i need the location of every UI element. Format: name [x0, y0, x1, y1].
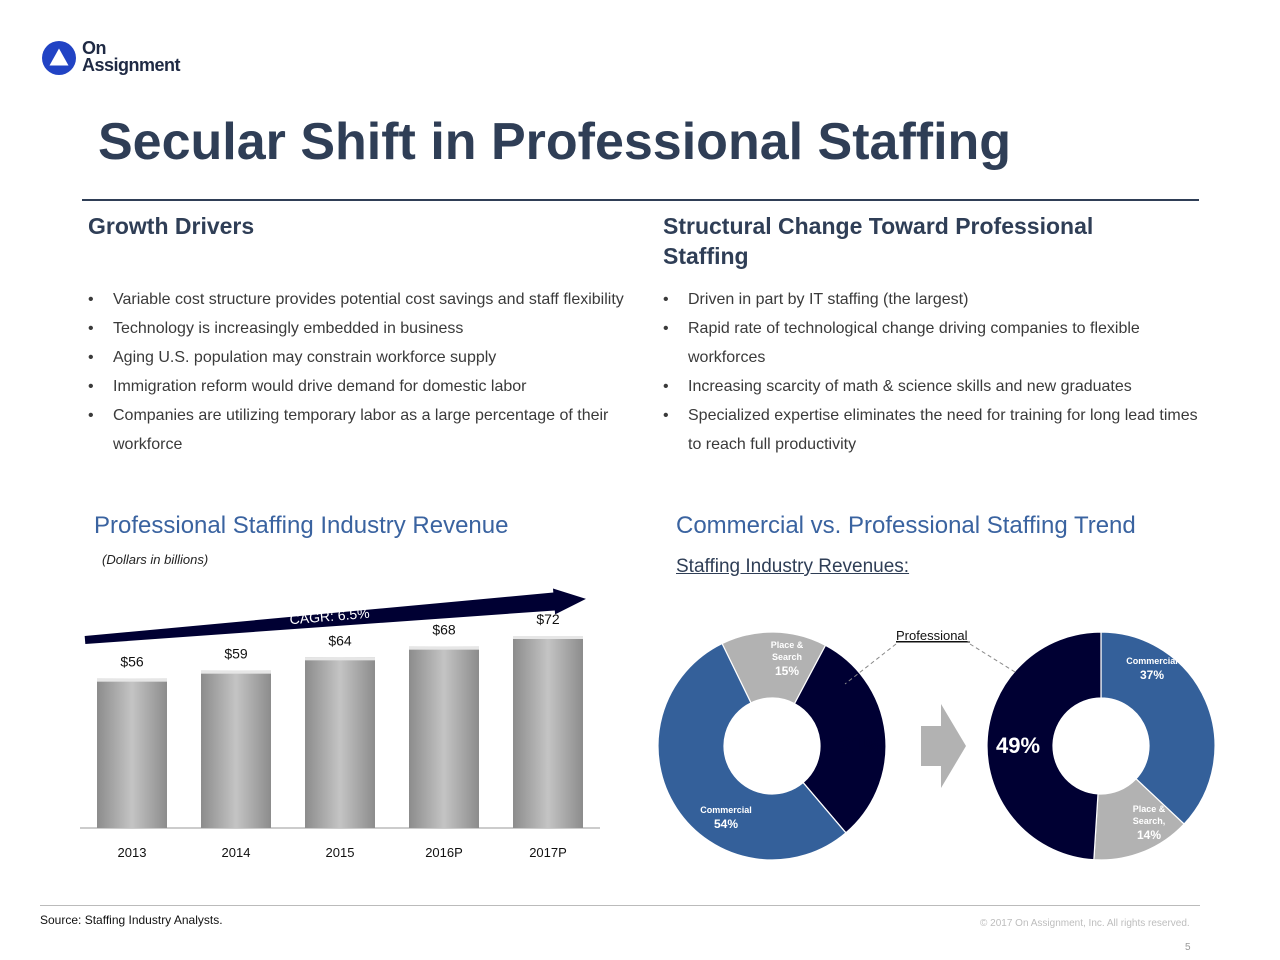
- professional-callout-label: Professional: [896, 628, 968, 643]
- growth-driver-bullet: Aging U.S. population may constrain work…: [88, 343, 628, 372]
- right-donut-slice-pct-label: 37%: [1140, 668, 1164, 682]
- revenue-bar-chart: $56 2013 $59 2014 $64 2015 $68 2016P $72 2017P CAG…: [80, 588, 600, 860]
- callout-leader-right: [969, 643, 1016, 673]
- revenue-bar: [513, 636, 583, 828]
- left-donut-slice-name-label: Search: [772, 652, 802, 662]
- right-donut-slice-name-label: Place &: [1133, 804, 1166, 814]
- structural-change-bullet: Specialized expertise eliminates the nee…: [663, 401, 1208, 459]
- staffing-donut-charts: Place & Search 15% 31% Commercial 54% Commerci…: [657, 628, 1216, 861]
- x-tick-label: 2016P: [425, 845, 463, 860]
- cagr-trend-arrow: [84, 588, 586, 644]
- bar-value-label: $56: [120, 654, 144, 670]
- brand-line-1: On: [82, 38, 107, 58]
- growth-driver-bullet: Variable cost structure provides potenti…: [88, 285, 628, 314]
- revenue-bar: [409, 646, 479, 828]
- revenue-bar: [97, 678, 167, 828]
- right-donut-slice-pct-label: 49%: [996, 733, 1040, 758]
- right-donut-slice-name-label: Commercial: [1126, 656, 1178, 666]
- bar-value-label: $59: [224, 646, 248, 662]
- revenue-chart-note: (Dollars in billions): [102, 552, 209, 567]
- right-donut-slice-name-label: Search,: [1133, 816, 1166, 826]
- bar-value-label: $64: [328, 632, 352, 648]
- structural-change-bullet: Increasing scarcity of math & science sk…: [663, 372, 1208, 401]
- brand-name: On Assignment: [82, 38, 181, 75]
- left-donut-slice-name-label: Place &: [771, 640, 804, 650]
- left-donut-slice-professional: [793, 644, 887, 834]
- left-donut-slice-pct-label: 15%: [775, 664, 799, 678]
- bar-value-label: $72: [536, 611, 560, 627]
- revenue-bar: [305, 657, 375, 828]
- growth-drivers-heading: Growth Drivers: [88, 213, 255, 239]
- right-donut-slice-professional: [986, 631, 1102, 861]
- brand-line-2: Assignment: [82, 55, 181, 75]
- left-donut-slice-commercial: [657, 642, 847, 861]
- copyright: © 2017 On Assignment, Inc. All rights re…: [980, 918, 1190, 929]
- on-assignment-logo-icon: [42, 41, 76, 75]
- structural-change-heading: Structural Change Toward Professional St…: [663, 213, 1094, 269]
- bar-value-label: $68: [432, 622, 456, 638]
- footer-divider: [40, 905, 1200, 906]
- structural-change-bullet: Driven in part by IT staffing (the large…: [663, 285, 1208, 314]
- growth-drivers-list: Variable cost structure provides potenti…: [88, 285, 628, 459]
- page-number: 5: [1185, 942, 1191, 953]
- source-note: Source: Staffing Industry Analysts.: [40, 913, 223, 927]
- x-tick-label: 2015: [326, 845, 355, 860]
- x-tick-label: 2017P: [529, 845, 567, 860]
- revenue-chart-title: Professional Staffing Industry Revenue: [94, 512, 509, 539]
- growth-driver-bullet: Companies are utilizing temporary labor …: [88, 401, 628, 459]
- trend-chart-subtitle: Staffing Industry Revenues:: [676, 556, 910, 577]
- x-tick-label: 2013: [118, 845, 147, 860]
- transition-arrow-icon: [921, 704, 966, 788]
- bar-top-highlight: [201, 670, 271, 674]
- bar-top-highlight: [513, 636, 583, 639]
- cagr-label: CAGR: 6.5%: [289, 605, 370, 628]
- growth-driver-bullet: Immigration reform would drive demand fo…: [88, 372, 628, 401]
- x-tick-label: 2014: [222, 845, 251, 860]
- structural-change-list: Driven in part by IT staffing (the large…: [663, 285, 1208, 459]
- structural-change-bullet: Rapid rate of technological change drivi…: [663, 314, 1208, 372]
- left-donut-slice-pct-label: 31%: [839, 733, 883, 758]
- bar-top-highlight: [97, 678, 167, 682]
- bar-top-highlight: [305, 657, 375, 661]
- trend-chart-title: Commercial vs. Professional Staffing Tre…: [676, 512, 1136, 539]
- page-title: Secular Shift in Professional Staffing: [98, 113, 1012, 171]
- right-donut-slice-pct-label: 14%: [1137, 828, 1161, 842]
- title-divider: [82, 199, 1199, 201]
- bar-top-highlight: [409, 646, 479, 650]
- growth-driver-bullet: Technology is increasingly embedded in b…: [88, 314, 628, 343]
- left-donut-slice-pct-label: 54%: [714, 817, 738, 831]
- left-donut-slice-place-search: [721, 631, 827, 705]
- revenue-bar: [201, 670, 271, 828]
- right-donut-slice-commercial: [1100, 631, 1216, 825]
- left-donut-slice-name-label: Commercial: [700, 805, 752, 815]
- callout-leader-left: [844, 643, 897, 685]
